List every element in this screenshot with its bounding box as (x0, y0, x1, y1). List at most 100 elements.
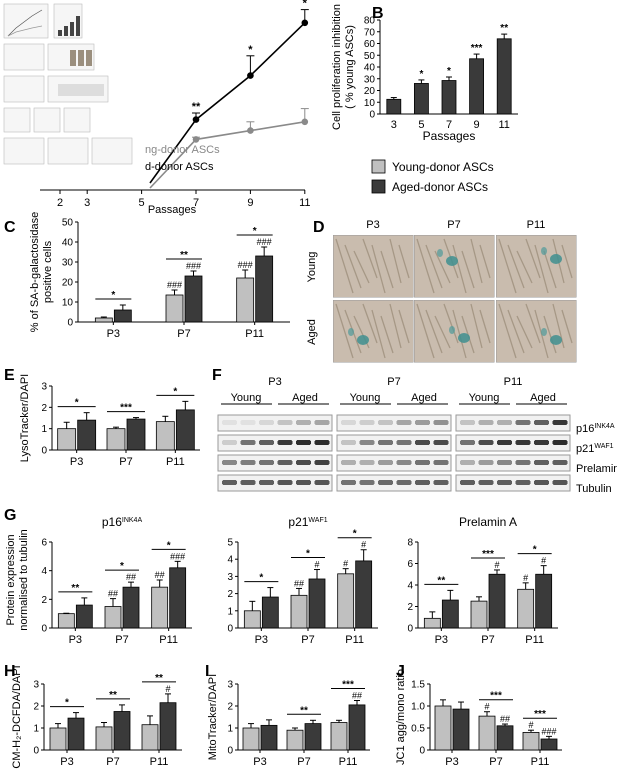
panel-g3-ytick-label: 4 (407, 581, 413, 592)
blot-band (433, 420, 449, 425)
panel-b-ytick-label: 40 (364, 63, 376, 74)
panel-g3-sig-label: * (533, 545, 537, 556)
panel-j-ytick-label: 1.5 (411, 680, 425, 691)
panel-h-xtick-label: P7 (106, 756, 119, 768)
panel-j-bar-chart: 00.51.01.5P3 P7###***P11####***JC1 agg/mo… (395, 669, 562, 768)
panel-j-hash-label: ### (541, 726, 556, 736)
panel-a-point-aged (301, 19, 309, 27)
blot-band (534, 420, 549, 425)
panel-d-col-p3: P3 (366, 219, 379, 231)
blot-strip (455, 414, 571, 432)
thumbnail-bar (58, 30, 62, 36)
blot-band (415, 460, 430, 465)
legend-swatch-aged (371, 179, 386, 194)
blot-band (314, 440, 330, 445)
panel-e-ytick-label: 3 (41, 382, 47, 393)
panel-c-ytick-label: 10 (62, 298, 74, 309)
panel-h-ytick-label: 1 (33, 724, 39, 735)
blot-band (341, 420, 356, 425)
panel-j-sig-label: *** (490, 691, 502, 702)
cell-fiber (443, 303, 459, 344)
cell-fiber (543, 250, 557, 289)
panel-j-bar-young (434, 705, 452, 751)
blot-band (415, 420, 430, 425)
panel-b-letter: B (372, 5, 384, 22)
panel-g2-ytick-label: 4 (227, 555, 233, 566)
panel-e-letter: E (4, 367, 15, 384)
panel-d-row-aged: Aged (306, 319, 318, 345)
blot-band (359, 440, 375, 445)
blot-band (378, 440, 393, 445)
panel-h-hash-label: # (165, 684, 170, 694)
panel-b-ytick-label: 10 (364, 98, 376, 109)
panel-g3-bar-aged (535, 573, 553, 629)
panel-g2-bar-young (243, 610, 261, 629)
thumbnail-tile (3, 75, 45, 103)
blot-band (378, 420, 393, 425)
panel-c-ylabel-1: % of SA-b-galactosidase (29, 212, 41, 332)
panel-h-bar-aged (113, 711, 131, 751)
panel-a-line-aged (149, 22, 306, 184)
blot-strip (336, 454, 452, 472)
thumbnail-tile (3, 137, 45, 165)
panel-a-series: **** (149, 0, 309, 189)
thumbnail-tile (63, 107, 91, 133)
panel-g-letter: G (4, 507, 16, 524)
panel-h-bar-young (141, 724, 159, 751)
protein-label-p21: p21WAF1 (576, 443, 614, 455)
panel-g3-bar-young (423, 617, 441, 629)
panel-g1-bar-young (57, 613, 75, 629)
panel-g1-sig-label: * (120, 561, 124, 572)
cell-fiber (344, 244, 362, 289)
panel-g-ylabel-1: Protein expression (5, 534, 17, 625)
panel-g2-sig-label: * (353, 529, 357, 540)
blot-band (259, 440, 274, 445)
blot-band (478, 460, 494, 465)
panel-g1-xtick-label: P7 (115, 634, 128, 646)
panel-f-aged-p11: Aged (530, 392, 556, 404)
panel-g2-ytick-label: 5 (227, 538, 233, 549)
protein-label-p16: p16INK4A (576, 423, 615, 435)
panel-h-ytick-label: 0 (33, 746, 39, 757)
blot-band (314, 460, 330, 465)
panel-a-x-ticks: 2 3 5 7 9 11 (57, 190, 311, 209)
stain-blob (550, 335, 562, 345)
thumbnail-photo (78, 50, 84, 66)
blot-band (222, 480, 237, 485)
panel-a-point-young (247, 127, 254, 134)
panel-a-xtick-label: 3 (84, 197, 90, 209)
panel-e-bar-aged (77, 419, 97, 451)
panel-j-sig-label: *** (534, 709, 546, 720)
panel-g1-ytick-label: 6 (41, 538, 47, 549)
panel-h-bar-aged (159, 702, 177, 751)
panel-b-bar (469, 58, 485, 115)
panel-b-xtick-label: 9 (474, 119, 480, 131)
cell-fiber (389, 303, 402, 349)
cell-fiber (434, 315, 451, 349)
cell-fiber (353, 250, 370, 284)
panel-f-letter: F (212, 367, 222, 384)
panel-g1-bar-aged (169, 567, 187, 629)
panel-e-bar-young (106, 428, 126, 451)
panel-a-point-young (192, 136, 200, 143)
stain-blob (541, 247, 547, 255)
cell-fiber (507, 244, 525, 289)
panel-a-xtick-label: 9 (247, 197, 253, 209)
legend: Young-donor ASCs Aged-donor ASCs (371, 159, 494, 194)
blot-band (240, 460, 256, 465)
blot-strip (217, 414, 333, 432)
blot-band (433, 460, 449, 465)
blot-band (460, 480, 475, 485)
panel-h-bar-young (95, 726, 113, 751)
panel-j-xtick-label: P7 (489, 756, 502, 768)
panel-j-letter: J (396, 663, 405, 680)
panel-d-col-p7: P7 (447, 219, 460, 231)
panel-g2-bar-aged (308, 578, 326, 629)
blot-band (378, 460, 393, 465)
panel-g1-ytick-label: 4 (41, 566, 47, 577)
panel-f-young-p11: Young (469, 392, 500, 404)
blot-band (433, 480, 449, 485)
panel-j-xtick-label: P11 (531, 756, 550, 768)
panel-g1-title: p16INK4A (102, 515, 143, 529)
panel-b-ytick-label: 20 (364, 86, 376, 97)
